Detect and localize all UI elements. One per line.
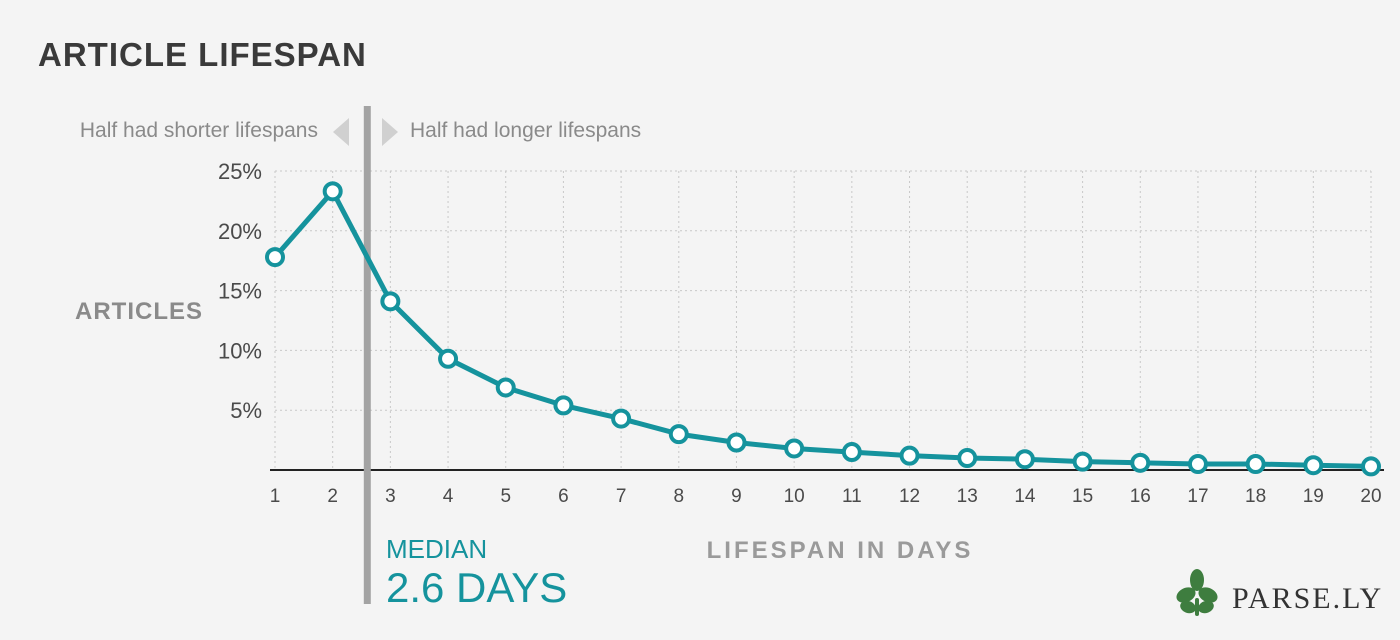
- x-tick-label: 6: [558, 486, 569, 507]
- data-point: [1361, 456, 1381, 477]
- data-point: [322, 181, 343, 202]
- y-tick-labels: 5% 10% 15% 20% 25%: [218, 159, 262, 423]
- x-tick-label: 17: [1187, 486, 1208, 507]
- data-point: [1245, 454, 1266, 475]
- parsley-leaf-icon: [1176, 569, 1218, 616]
- data-point: [668, 424, 689, 445]
- longer-lifespans-hint: Half had longer lifespans: [410, 119, 641, 142]
- data-point: [495, 377, 516, 398]
- shorter-lifespans-hint: Half had shorter lifespans: [80, 119, 318, 142]
- data-point: [380, 291, 401, 312]
- x-tick-label: 13: [957, 486, 978, 507]
- median-label: MEDIAN: [386, 534, 487, 564]
- data-point: [726, 432, 747, 453]
- data-point: [957, 448, 978, 469]
- y-tick-label: 15%: [218, 279, 262, 304]
- y-tick-label: 10%: [218, 338, 262, 363]
- left-arrow-icon: [333, 118, 349, 146]
- x-tick-label: 3: [385, 486, 396, 507]
- data-point: [1187, 454, 1208, 475]
- x-tick-label: 15: [1072, 486, 1093, 507]
- right-arrow-icon: [382, 118, 398, 146]
- data-point: [1303, 455, 1324, 476]
- x-tick-label: 18: [1245, 486, 1266, 507]
- x-tick-label: 8: [674, 486, 685, 507]
- x-tick-label: 11: [842, 486, 862, 507]
- y-tick-label: 25%: [218, 159, 262, 184]
- median-value: 2.6 DAYS: [386, 564, 567, 611]
- y-tick-label: 5%: [230, 398, 262, 423]
- x-tick-label: 14: [1014, 486, 1036, 507]
- data-point: [611, 408, 632, 429]
- x-tick-label: 4: [443, 486, 454, 507]
- brand-name: PARSE.LY: [1232, 582, 1383, 615]
- x-tick-label: 9: [731, 486, 742, 507]
- chart-title: ARTICLE LIFESPAN: [38, 36, 367, 73]
- data-point: [553, 395, 574, 416]
- x-axis-label: LIFESPAN IN DAYS: [707, 537, 974, 564]
- series-line: [273, 188, 1372, 469]
- data-point: [1014, 449, 1035, 470]
- data-point: [784, 438, 805, 459]
- data-point: [438, 348, 459, 369]
- x-tick-label: 5: [500, 486, 511, 507]
- x-tick-label: 19: [1303, 486, 1324, 507]
- x-tick-label: 12: [899, 486, 920, 507]
- y-axis-label: ARTICLES: [75, 298, 203, 325]
- y-tick-label: 20%: [218, 219, 262, 244]
- brand-logo: PARSE.LY: [1176, 569, 1383, 616]
- x-tick-label: 20: [1360, 486, 1381, 507]
- x-tick-label: 2: [327, 486, 338, 507]
- x-tick-label: 1: [270, 486, 281, 507]
- data-points: [265, 181, 1381, 477]
- x-tick-label: 7: [616, 486, 627, 507]
- data-point: [899, 445, 920, 466]
- data-point: [1130, 452, 1151, 473]
- data-point: [1072, 451, 1093, 472]
- x-tick-label: 16: [1130, 486, 1151, 507]
- x-tick-label: 10: [784, 486, 805, 507]
- x-tick-labels: 1 2 3 4 5 6 7 8 9 10 11 12 13 14 15 16 17 18 19 20: [270, 486, 1382, 507]
- chart-grid: [274, 170, 1372, 470]
- data-point: [265, 247, 285, 268]
- data-point: [841, 442, 862, 463]
